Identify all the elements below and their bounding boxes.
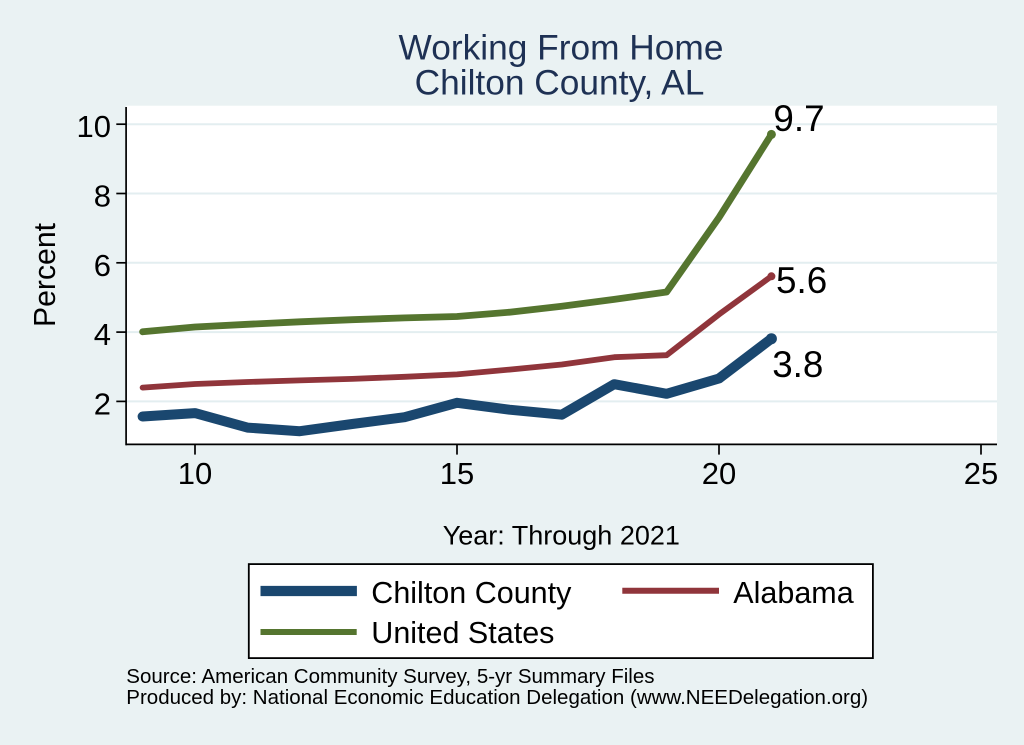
svg-text:10: 10 bbox=[178, 456, 212, 491]
svg-text:Year: Through 2021: Year: Through 2021 bbox=[443, 520, 680, 550]
svg-text:9.7: 9.7 bbox=[773, 98, 824, 139]
svg-text:Alabama: Alabama bbox=[733, 576, 853, 610]
svg-text:5.6: 5.6 bbox=[776, 260, 827, 301]
svg-text:6: 6 bbox=[94, 248, 111, 283]
svg-text:Chilton County, AL: Chilton County, AL bbox=[415, 63, 705, 102]
svg-text:2: 2 bbox=[94, 386, 111, 421]
svg-text:8: 8 bbox=[94, 179, 111, 214]
svg-text:15: 15 bbox=[440, 456, 474, 491]
svg-text:Chilton County: Chilton County bbox=[371, 576, 572, 610]
svg-text:25: 25 bbox=[964, 456, 998, 491]
svg-text:Percent: Percent bbox=[29, 222, 62, 327]
svg-text:20: 20 bbox=[702, 456, 736, 491]
svg-text:3.8: 3.8 bbox=[772, 344, 823, 385]
svg-text:4: 4 bbox=[94, 317, 111, 352]
svg-text:Source: American Community Sur: Source: American Community Survey, 5-yr … bbox=[126, 665, 654, 688]
svg-text:Produced by: National Economic: Produced by: National Economic Education… bbox=[126, 686, 868, 709]
svg-text:Working From Home: Working From Home bbox=[399, 29, 724, 68]
svg-text:10: 10 bbox=[77, 109, 111, 144]
svg-text:United States: United States bbox=[371, 616, 554, 650]
